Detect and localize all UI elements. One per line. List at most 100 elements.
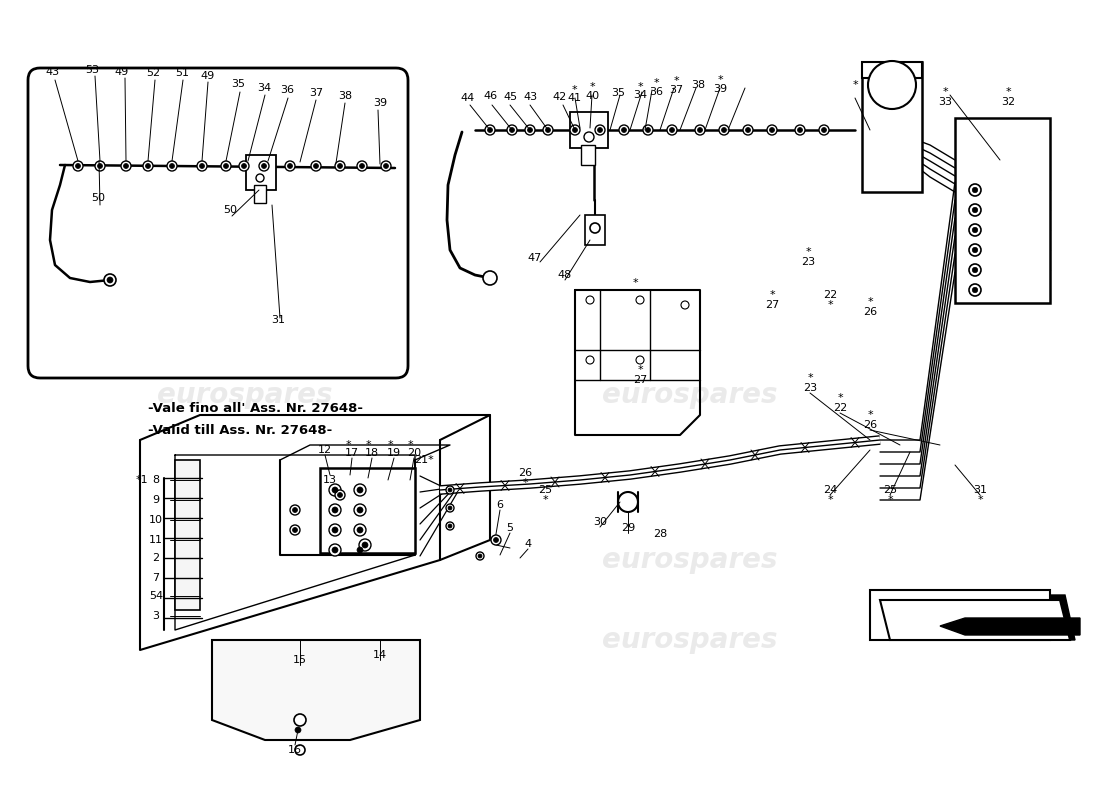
Circle shape [570, 125, 580, 135]
Text: 12: 12 [318, 445, 332, 455]
Circle shape [446, 504, 454, 512]
Circle shape [332, 547, 338, 553]
Circle shape [646, 127, 650, 133]
Text: 34: 34 [257, 83, 271, 93]
Circle shape [969, 284, 981, 296]
Circle shape [448, 506, 452, 510]
Circle shape [670, 127, 674, 133]
Circle shape [543, 125, 553, 135]
Text: 43: 43 [522, 92, 537, 102]
Text: 35: 35 [610, 88, 625, 98]
Text: 19: 19 [387, 448, 402, 458]
Text: 41: 41 [566, 93, 581, 103]
Circle shape [290, 505, 300, 515]
Circle shape [221, 161, 231, 171]
Text: eurospares: eurospares [157, 381, 332, 409]
Text: 49: 49 [201, 71, 216, 81]
Circle shape [795, 125, 805, 135]
Circle shape [285, 161, 295, 171]
Circle shape [798, 127, 803, 133]
Text: 20: 20 [407, 448, 421, 458]
Circle shape [636, 296, 644, 304]
Text: *: * [673, 76, 679, 86]
Circle shape [722, 127, 726, 133]
Text: *: * [827, 495, 833, 505]
Circle shape [121, 161, 131, 171]
FancyBboxPatch shape [28, 68, 408, 378]
Circle shape [719, 125, 729, 135]
Bar [320, 468, 415, 553]
Circle shape [746, 127, 750, 133]
Circle shape [104, 274, 116, 286]
Text: 42: 42 [553, 92, 568, 102]
Text: 49: 49 [114, 67, 129, 77]
Text: *: * [542, 495, 548, 505]
Text: 18: 18 [365, 448, 380, 458]
Circle shape [197, 161, 207, 171]
Circle shape [681, 301, 689, 309]
Circle shape [199, 163, 205, 169]
Circle shape [969, 204, 981, 216]
Circle shape [167, 161, 177, 171]
Text: *: * [867, 297, 872, 307]
Text: 47: 47 [528, 253, 542, 263]
Text: 37: 37 [669, 85, 683, 95]
Circle shape [295, 745, 305, 755]
Circle shape [448, 488, 452, 492]
Circle shape [820, 125, 829, 135]
Text: *: * [827, 300, 833, 310]
Text: *: * [522, 478, 528, 488]
Text: 46: 46 [483, 91, 497, 101]
Circle shape [329, 484, 341, 496]
Bar [581, 145, 595, 165]
Circle shape [507, 125, 517, 135]
Circle shape [98, 163, 102, 169]
Circle shape [595, 125, 605, 135]
Circle shape [354, 524, 366, 536]
Text: 31: 31 [974, 485, 987, 495]
Circle shape [329, 544, 341, 556]
Text: 30: 30 [593, 517, 607, 527]
Text: 13: 13 [323, 475, 337, 485]
Text: 54: 54 [148, 591, 163, 601]
Circle shape [525, 125, 535, 135]
Text: 5: 5 [506, 523, 514, 533]
Circle shape [972, 287, 978, 293]
Bar [862, 62, 922, 78]
Circle shape [360, 163, 364, 169]
Text: 17: 17 [345, 448, 359, 458]
Circle shape [478, 554, 482, 558]
Text: 15: 15 [293, 655, 307, 665]
Text: 27: 27 [764, 300, 779, 310]
Circle shape [972, 247, 978, 253]
Circle shape [293, 507, 297, 513]
Circle shape [969, 264, 981, 276]
Text: 23: 23 [801, 257, 815, 267]
Text: 52: 52 [146, 68, 161, 78]
Circle shape [969, 184, 981, 196]
Circle shape [636, 356, 644, 364]
Text: -Vale fino all' Ass. Nr. 27648-: -Vale fino all' Ass. Nr. 27648- [148, 402, 363, 414]
Circle shape [290, 525, 300, 535]
Text: 11: 11 [148, 535, 163, 545]
Circle shape [590, 223, 600, 233]
Text: *: * [852, 80, 858, 90]
Text: 27: 27 [632, 375, 647, 385]
Circle shape [359, 539, 371, 551]
Circle shape [448, 524, 452, 528]
Text: 22: 22 [823, 290, 837, 300]
Circle shape [528, 127, 532, 133]
Text: 34: 34 [632, 90, 647, 100]
Text: 39: 39 [373, 98, 387, 108]
Text: 3: 3 [153, 611, 159, 621]
Text: 37: 37 [309, 88, 323, 98]
Text: 38: 38 [691, 80, 705, 90]
Bar [585, 215, 605, 245]
Circle shape [354, 504, 366, 516]
Circle shape [644, 125, 653, 135]
Bar [570, 112, 608, 148]
Text: *: * [807, 373, 813, 383]
Text: 50: 50 [223, 205, 236, 215]
Text: *: * [653, 78, 659, 88]
Text: *: * [632, 278, 638, 288]
